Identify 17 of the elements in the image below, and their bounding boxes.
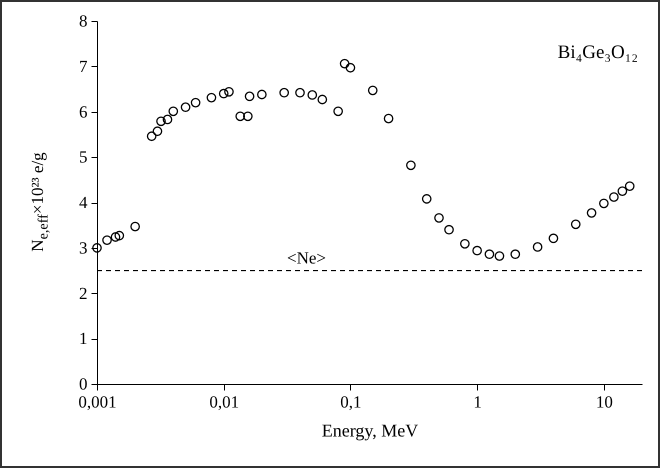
y-tick-label: 5 — [79, 148, 88, 167]
x-tick-label: 0,1 — [340, 392, 362, 412]
y-tick-label: 4 — [79, 193, 88, 212]
y-tick-label: 3 — [79, 238, 88, 258]
text: Bi₄Ge₃O₁₂ — [558, 42, 638, 63]
x-tick-label: 0,01 — [209, 392, 240, 412]
y-tick-label: 7 — [79, 56, 88, 76]
x-axis-title: Energy, MeV — [322, 420, 418, 440]
x-tick-label: 10 — [596, 392, 613, 412]
annotation: <Ne> — [286, 248, 326, 268]
y-tick-label: 0 — [79, 374, 88, 394]
y-tick-label: 1 — [79, 329, 88, 348]
x-tick-label: 1 — [473, 392, 482, 412]
y-tick-label: 2 — [79, 284, 88, 303]
y-tick-label: 8 — [79, 12, 88, 30]
y-tick-label: 6 — [79, 102, 88, 122]
x-tick-label: 0,001 — [78, 392, 117, 412]
